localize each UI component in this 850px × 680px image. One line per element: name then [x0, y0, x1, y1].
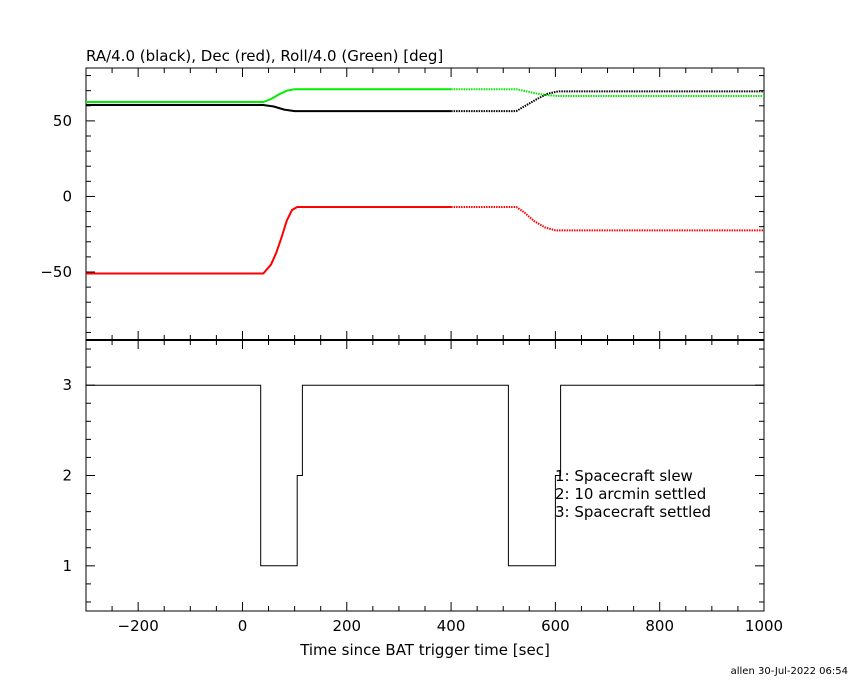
footer-timestamp: allen 30-Jul-2022 06:54 — [731, 666, 848, 677]
bottom-y-tick-label: 2 — [62, 467, 72, 485]
top-y-tick-label: 0 — [62, 187, 72, 205]
x-tick-label: 800 — [645, 617, 674, 635]
legend-entry: 2: 10 arcmin settled — [555, 485, 706, 503]
x-tick-label: 1000 — [745, 617, 783, 635]
x-tick-label: −200 — [118, 617, 159, 635]
top-panel-title: RA/4.0 (black), Dec (red), Roll/4.0 (Gre… — [86, 47, 443, 65]
bottom-y-tick-label: 1 — [62, 557, 72, 575]
series-line-solid — [86, 88, 452, 103]
series-line-solid — [86, 104, 452, 113]
series-line-dotted — [451, 90, 764, 113]
bottom-panel: −200 0 200 400 600 800 1000 1 2 3 1: Spacecraft sl… — [62, 339, 783, 635]
series-line-dotted — [451, 206, 764, 232]
series-line-solid — [86, 206, 452, 275]
x-tick-label: 0 — [238, 617, 248, 635]
x-axis-label: Time since BAT trigger time [sec] — [299, 641, 550, 659]
x-tick-label: 400 — [437, 617, 466, 635]
legend-entry: 1: Spacecraft slew — [555, 467, 693, 485]
x-tick-label: 200 — [332, 617, 361, 635]
legend-entry: 3: Spacecraft settled — [555, 503, 711, 521]
series-line-dotted — [451, 88, 764, 97]
top-y-tick-label: 50 — [53, 112, 72, 130]
x-tick-label: 600 — [541, 617, 570, 635]
top-panel: −50 0 50 — [40, 67, 765, 341]
status-step-line — [86, 384, 764, 567]
top-y-tick-label: −50 — [40, 263, 72, 281]
bottom-y-tick-label: 3 — [62, 376, 72, 394]
top-plot-frame — [85, 67, 765, 341]
